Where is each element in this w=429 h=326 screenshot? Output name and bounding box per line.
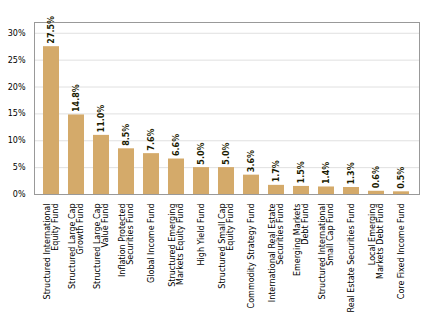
svg-text:Global Income Fund: Global Income Fund: [147, 204, 156, 283]
svg-text:Structured InternationalEquity: Structured InternationalEquity Fund: [43, 204, 60, 300]
svg-text:25%: 25%: [8, 56, 26, 65]
svg-text:Core Fixed Income Fund: Core Fixed Income Fund: [397, 204, 406, 300]
svg-text:Structured Large CapValue Fund: Structured Large CapValue Fund: [93, 204, 110, 289]
svg-text:6.6%: 6.6%: [172, 134, 181, 156]
svg-text:Local EmergingMarkets Debt Fun: Local EmergingMarkets Debt Fund: [368, 204, 385, 279]
svg-text:8.5%: 8.5%: [122, 124, 131, 146]
svg-text:Structured Large CapGrowth Fun: Structured Large CapGrowth Fund: [68, 204, 85, 289]
svg-text:3.6%: 3.6%: [247, 150, 256, 172]
svg-text:Emerging MarketsDebt Fund: Emerging MarketsDebt Fund: [293, 204, 310, 277]
svg-text:0.5%: 0.5%: [397, 167, 406, 189]
svg-text:15%: 15%: [8, 109, 26, 118]
svg-text:20%: 20%: [8, 83, 26, 92]
svg-text:1.5%: 1.5%: [297, 161, 306, 183]
svg-text:14.8%: 14.8%: [72, 84, 81, 112]
svg-text:International Real EstateSecur: International Real EstateSecurities Fund: [268, 203, 285, 302]
svg-text:1.7%: 1.7%: [272, 160, 281, 182]
svg-text:7.6%: 7.6%: [147, 128, 156, 150]
svg-text:High Yield Fund: High Yield Fund: [197, 204, 206, 266]
svg-text:1.3%: 1.3%: [347, 162, 356, 184]
svg-text:30%: 30%: [8, 29, 26, 38]
svg-text:1.4%: 1.4%: [322, 162, 331, 184]
svg-text:Commodity Strategy Fund: Commodity Strategy Fund: [247, 204, 256, 309]
svg-text:0%: 0%: [13, 190, 26, 199]
svg-text:27.5%: 27.5%: [47, 16, 56, 44]
svg-text:Structured EmergingMarkets Equ: Structured EmergingMarkets Equity Fund: [168, 204, 185, 287]
svg-text:5.0%: 5.0%: [222, 142, 231, 164]
svg-text:5%: 5%: [13, 163, 26, 172]
svg-text:0.6%: 0.6%: [372, 166, 381, 188]
svg-text:5.0%: 5.0%: [197, 142, 206, 164]
svg-text:Inflation ProtectedSecurities: Inflation ProtectedSecurities Fund: [118, 204, 135, 278]
svg-text:Structured Small CapEquity Fun: Structured Small CapEquity Fund: [218, 204, 235, 289]
svg-text:10%: 10%: [8, 136, 26, 145]
svg-text:11.0%: 11.0%: [97, 105, 106, 133]
svg-text:Real Estate Securities Fund: Real Estate Securities Fund: [347, 204, 356, 313]
svg-text:Structured InternationalSmall: Structured InternationalSmall Cap Fund: [318, 204, 335, 300]
